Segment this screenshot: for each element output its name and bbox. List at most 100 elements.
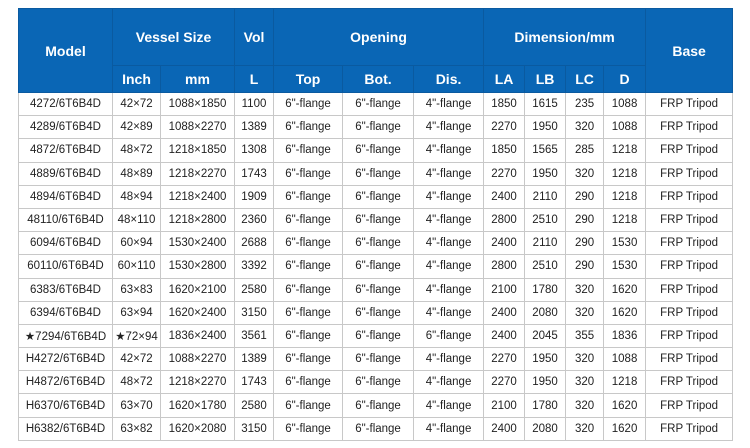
table-row: 6383/6T6B4D 63×83 1620×2100 2580 6"-flange 6"…: [18, 277, 734, 302]
table-cell: 290: [565, 207, 605, 233]
table-cell: 6"-flange: [342, 138, 415, 163]
table-cell: 1088×2270: [159, 115, 236, 140]
table-cell: 1780: [524, 277, 567, 302]
table-cell: 2400: [483, 231, 526, 256]
table-cell: 6"-flange: [273, 393, 344, 418]
table-cell: 1743: [234, 161, 275, 186]
table-cell: 3392: [234, 254, 275, 279]
table-cell: 235: [565, 91, 605, 117]
table-cell: 320: [565, 115, 605, 140]
table-cell: 290: [565, 184, 605, 209]
table-cell: 1743: [234, 370, 275, 395]
table-cell: 4"-flange: [413, 231, 485, 256]
table-cell: 1308: [234, 138, 275, 163]
table-cell: 6"-flange: [273, 347, 344, 372]
subheader-inch: Inch: [112, 65, 161, 93]
table-cell: 2110: [524, 231, 567, 256]
table-cell: 6"-flange: [273, 184, 344, 209]
table-cell: 2800: [483, 207, 526, 233]
table-cell: 320: [565, 161, 605, 186]
table-cell: 6"-flange: [413, 323, 485, 349]
table-row: H6370/6T6B4D 63×70 1620×1780 2580 6"-flange 6…: [18, 393, 734, 418]
table-cell: 4"-flange: [413, 161, 485, 186]
table-cell: 1088: [603, 91, 647, 117]
table-cell: 1620: [603, 300, 647, 325]
table-cell: 2400: [483, 184, 526, 209]
table-row: H4272/6T6B4D 42×72 1088×2270 1389 6"-flange 6…: [18, 347, 734, 372]
table-cell: 6"-flange: [273, 277, 344, 302]
table-cell: 320: [565, 416, 605, 441]
table-cell: H4272/6T6B4D: [18, 347, 113, 372]
subheader-lb: LB: [524, 65, 567, 93]
table-cell: 1088×1850: [159, 91, 236, 117]
table-cell: 320: [565, 370, 605, 395]
table-cell: 6"-flange: [273, 416, 344, 441]
table-cell: 48×94: [112, 184, 161, 209]
table-cell: 290: [565, 231, 605, 256]
table-cell: 1530: [603, 231, 647, 256]
table-cell: 1620×2100: [159, 277, 236, 302]
table-cell: 1218: [603, 138, 647, 163]
table-cell: 4"-flange: [413, 184, 485, 209]
table-cell: 2400: [483, 323, 526, 349]
table-row: H4872/6T6B4D 48×72 1218×2270 1743 6"-flange 6…: [18, 370, 734, 395]
table-cell: 1620: [603, 416, 647, 441]
table-row: 6394/6T6B4D 63×94 1620×2400 3150 6"-flange 6"…: [18, 300, 734, 325]
table-cell: 2580: [234, 393, 275, 418]
table-row: 4872/6T6B4D 48×72 1218×1850 1308 6"-flange 6"…: [18, 138, 734, 163]
table-cell: 1950: [524, 347, 567, 372]
table-cell: 1950: [524, 161, 567, 186]
table-cell: ★72×94: [112, 323, 161, 349]
table-cell: FRP Tripod: [645, 416, 734, 441]
header-base: Base: [645, 8, 734, 93]
table-cell: 6394/6T6B4D: [18, 300, 113, 325]
subheader-l: L: [234, 65, 275, 93]
table-cell: 6094/6T6B4D: [18, 231, 113, 256]
table-cell: ★7294/6T6B4D: [18, 323, 113, 349]
table-row: 4894/6T6B4D 48×94 1218×2400 1909 6"-flange 6"…: [18, 184, 734, 209]
table-cell: H6370/6T6B4D: [18, 393, 113, 418]
table-cell: 1620: [603, 393, 647, 418]
table-cell: 1620: [603, 277, 647, 302]
table-cell: 2270: [483, 161, 526, 186]
table-row: 6094/6T6B4D 60×94 1530×2400 2688 6"-flange 6"…: [18, 231, 734, 256]
table-cell: 1218: [603, 370, 647, 395]
table-cell: 4"-flange: [413, 254, 485, 279]
table-cell: 6"-flange: [273, 91, 344, 117]
subheader-d: D: [603, 65, 647, 93]
table-cell: 6"-flange: [342, 323, 415, 349]
table-cell: 1218: [603, 184, 647, 209]
table-cell: 6"-flange: [342, 184, 415, 209]
table-cell: 1620×2400: [159, 300, 236, 325]
table-cell: H6382/6T6B4D: [18, 416, 113, 441]
table-cell: 2400: [483, 416, 526, 441]
table-cell: 1615: [524, 91, 567, 117]
table-cell: 48×110: [112, 207, 161, 233]
table-cell: FRP Tripod: [645, 277, 734, 302]
table-cell: 1780: [524, 393, 567, 418]
table-cell: H4872/6T6B4D: [18, 370, 113, 395]
table-cell: 42×89: [112, 115, 161, 140]
table-cell: 1218×2800: [159, 207, 236, 233]
table-cell: 6"-flange: [273, 138, 344, 163]
table-cell: 3150: [234, 416, 275, 441]
table-cell: 1389: [234, 115, 275, 140]
table-cell: 6"-flange: [342, 91, 415, 117]
table-row: 4889/6T6B4D 48×89 1218×2270 1743 6"-flange 6"…: [18, 161, 734, 186]
table-cell: 6"-flange: [273, 115, 344, 140]
table-cell: FRP Tripod: [645, 138, 734, 163]
table-cell: 1620×2080: [159, 416, 236, 441]
table-cell: 4"-flange: [413, 347, 485, 372]
table-cell: 1088×2270: [159, 347, 236, 372]
table-cell: 1850: [483, 91, 526, 117]
header-dimension: Dimension/mm: [483, 8, 647, 66]
specification-table: Model Vessel Size Vol Opening Dimension/…: [18, 8, 734, 441]
table-cell: 4"-flange: [413, 138, 485, 163]
table-cell: 6"-flange: [273, 207, 344, 233]
table-cell: 63×82: [112, 416, 161, 441]
table-cell: 3150: [234, 300, 275, 325]
table-cell: 1836: [603, 323, 647, 349]
table-cell: FRP Tripod: [645, 115, 734, 140]
table-cell: 1850: [483, 138, 526, 163]
table-cell: 6"-flange: [342, 231, 415, 256]
